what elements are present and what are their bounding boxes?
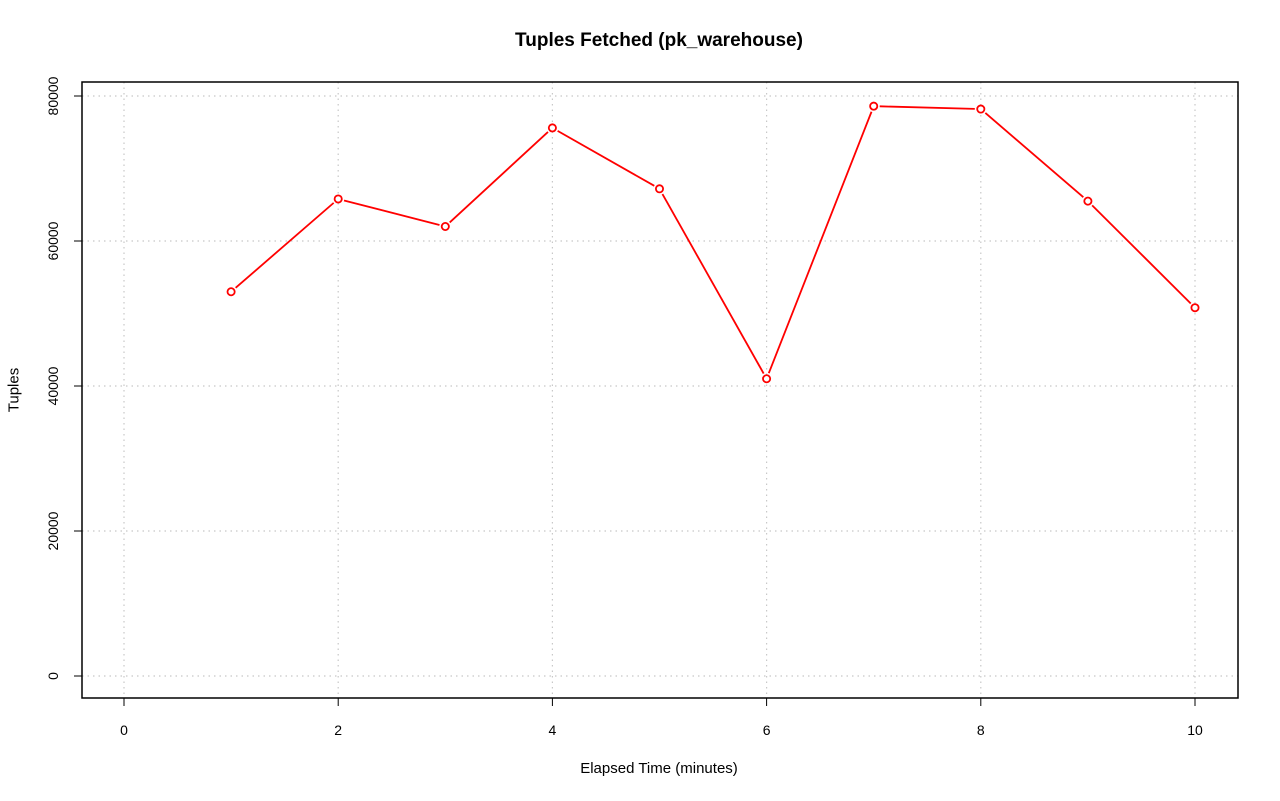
data-point bbox=[226, 287, 236, 297]
x-tick-label: 0 bbox=[120, 722, 128, 738]
series-line-segment bbox=[661, 193, 765, 374]
data-point bbox=[976, 104, 986, 114]
x-tick-label: 6 bbox=[763, 722, 771, 738]
series-line-segment bbox=[767, 111, 873, 374]
x-tick-label: 2 bbox=[334, 722, 342, 738]
y-tick-label: 80000 bbox=[45, 76, 61, 115]
data-point bbox=[869, 101, 879, 111]
y-tick-label: 0 bbox=[45, 672, 61, 680]
chart-title: Tuples Fetched (pk_warehouse) bbox=[515, 30, 803, 51]
x-tick-label: 10 bbox=[1187, 722, 1203, 738]
series-line-segment bbox=[1091, 204, 1192, 305]
y-tick-label: 60000 bbox=[45, 221, 61, 260]
data-point bbox=[547, 123, 557, 133]
series-line-segment bbox=[235, 202, 335, 289]
y-tick-label: 40000 bbox=[45, 366, 61, 405]
series-line-segment bbox=[449, 131, 549, 224]
data-point bbox=[1083, 196, 1093, 206]
x-tick-label: 8 bbox=[977, 722, 985, 738]
data-point bbox=[762, 374, 772, 384]
y-tick-label: 20000 bbox=[45, 511, 61, 550]
data-point bbox=[1190, 303, 1200, 313]
data-point bbox=[333, 194, 343, 204]
data-point bbox=[655, 184, 665, 194]
series-line-segment bbox=[879, 105, 975, 110]
series-line-segment bbox=[557, 130, 655, 187]
plot-frame bbox=[81, 81, 1239, 699]
data-point bbox=[440, 221, 450, 231]
series-line-segment bbox=[984, 112, 1084, 198]
series-line-segment bbox=[343, 199, 440, 226]
x-axis-label: Elapsed Time (minutes) bbox=[580, 760, 738, 777]
x-tick-label: 4 bbox=[549, 722, 557, 738]
